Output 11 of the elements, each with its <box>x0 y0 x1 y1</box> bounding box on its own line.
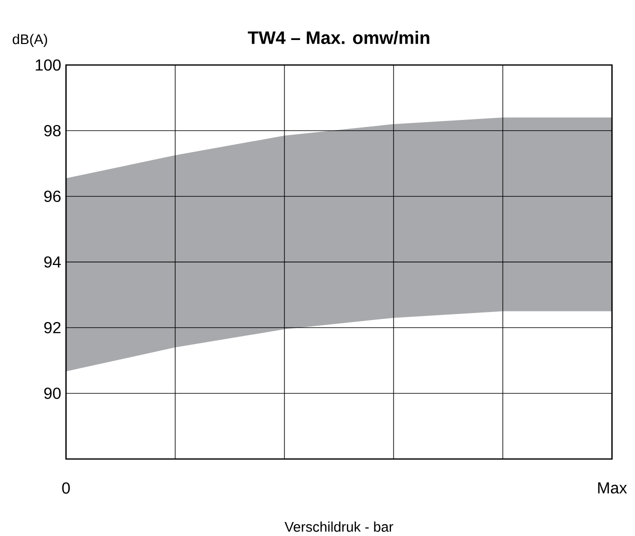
y-tick-label: 92 <box>44 322 60 334</box>
x-tick-label: 0 <box>62 482 70 494</box>
y-tick-label: 100 <box>36 59 61 71</box>
y-tick-label: 94 <box>44 256 61 268</box>
y-tick-label: 90 <box>44 388 61 399</box>
x-tick-label: Max <box>598 482 627 494</box>
chart-title: TW4 – Max. omw/min <box>248 30 430 44</box>
y-tick-label: 98 <box>44 124 61 136</box>
x-axis-title: Verschildruk - bar <box>284 521 394 532</box>
y-tick-label: 96 <box>44 190 61 202</box>
y-axis-title: dB(A) <box>12 34 48 47</box>
